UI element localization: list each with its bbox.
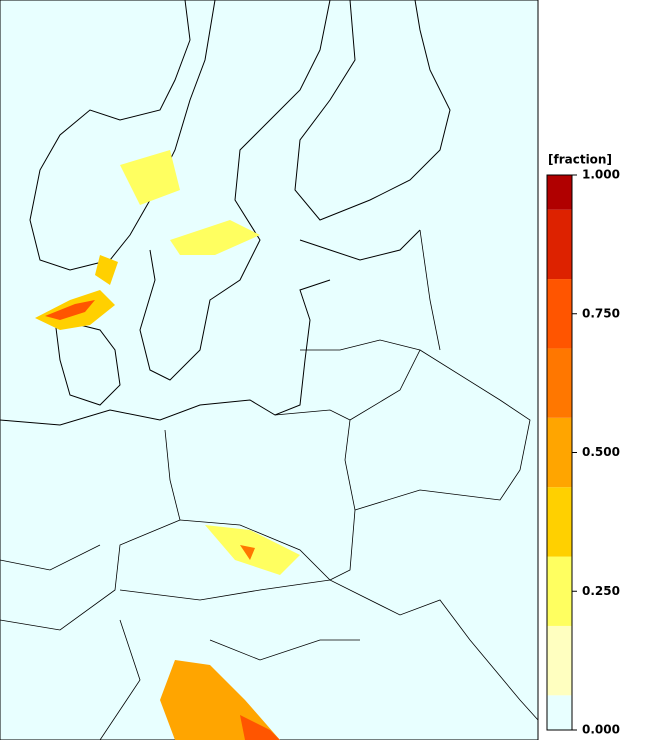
border: [0, 429, 181, 631]
colorbar-segment: [547, 417, 572, 488]
coastline: [0, 279, 331, 426]
colorbar-segment: [547, 348, 572, 418]
coastline: [294, 0, 451, 221]
coastline: [29, 0, 216, 271]
field-blob: [95, 255, 118, 285]
border: [0, 544, 101, 571]
border: [300, 339, 421, 421]
colorbar-segment: [547, 487, 572, 557]
border: [99, 619, 141, 740]
colorbar-segment: [547, 625, 572, 696]
border: [119, 579, 539, 721]
legend-title: [fraction]: [548, 153, 612, 167]
field-blob: [45, 300, 95, 320]
coastline: [139, 0, 331, 381]
colorbar-segment: [547, 695, 572, 730]
coastline: [54, 319, 121, 406]
map-frame: [0, 0, 539, 740]
colorbar-segment: [547, 209, 572, 280]
tick-label: 1.000: [582, 168, 620, 182]
border: [179, 409, 356, 581]
colorbar-segment: [547, 279, 572, 349]
map: [0, 0, 539, 740]
coastline: [299, 229, 421, 261]
tick-label: 0.000: [582, 723, 620, 737]
field-blob: [120, 150, 180, 205]
border: [419, 229, 441, 351]
field-blob: [240, 715, 280, 740]
border: [209, 639, 360, 661]
colorbar-segment: [547, 175, 572, 210]
border: [354, 349, 531, 511]
tick-label: 0.500: [582, 445, 620, 459]
field-blob: [240, 545, 255, 560]
field-blob: [170, 220, 260, 255]
tick-label: 0.750: [582, 306, 620, 320]
colorbar: 0.000 0.250 0.500 0.750 1.000: [546, 168, 620, 737]
tick-label: 0.250: [582, 584, 620, 598]
colorbar-segment: [547, 556, 572, 626]
